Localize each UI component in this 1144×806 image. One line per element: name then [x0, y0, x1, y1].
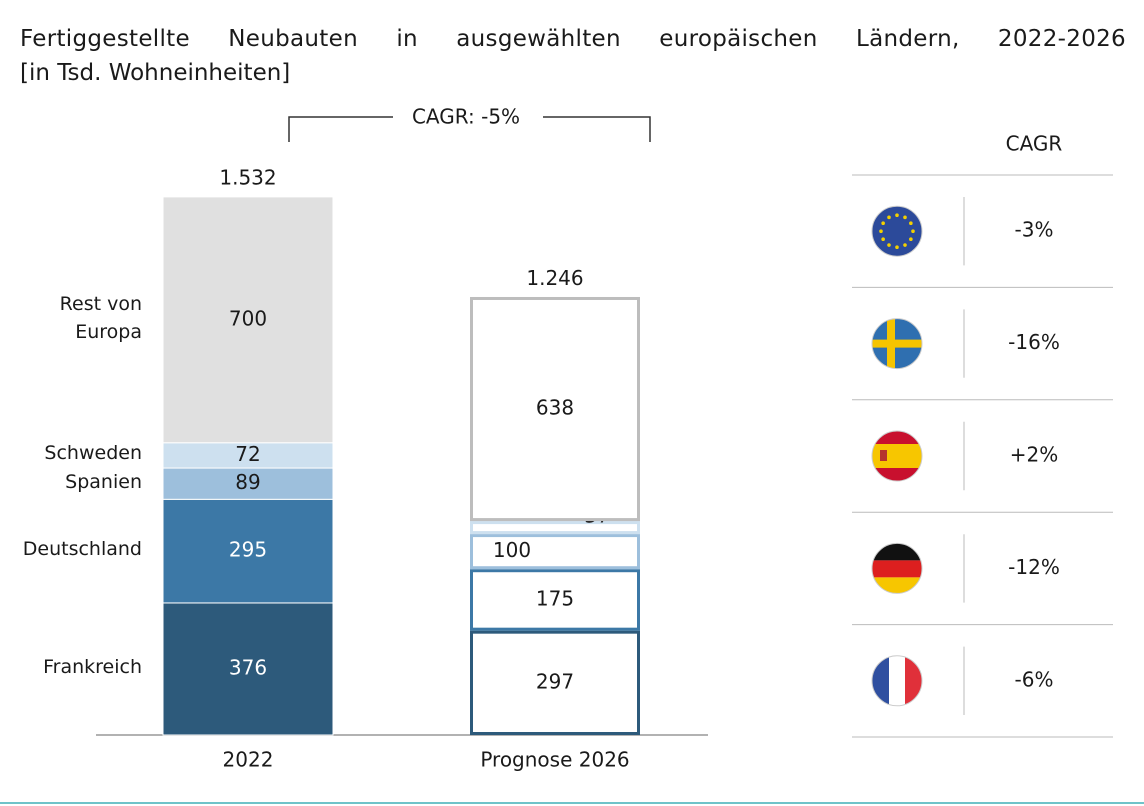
cagr-annotation: CAGR: -5%: [412, 105, 520, 129]
flag-part: [872, 577, 922, 594]
value-label: 72: [235, 442, 260, 466]
cagr-value: -6%: [1015, 667, 1054, 691]
flag-star: [903, 215, 907, 220]
cagr-value: -12%: [1008, 555, 1060, 579]
flag-border: [871, 655, 923, 707]
series-label: Schweden: [44, 442, 142, 465]
x-tick-label: 2022: [223, 748, 274, 772]
cagr-value: -16%: [1008, 330, 1060, 354]
series-label: Frankreich: [43, 655, 142, 678]
flag-part: [872, 655, 889, 706]
value-label: 175: [536, 586, 574, 610]
flag-part: [872, 560, 922, 578]
flag-star: [881, 221, 885, 225]
chart-title: Fertiggestellte Neubauten in ausgewählte…: [20, 26, 1126, 52]
flag-star: [911, 229, 915, 233]
flag: [871, 318, 923, 370]
flag-star: [903, 243, 907, 247]
flag-part: [872, 543, 922, 561]
chart-subtitle: [in Tsd. Wohneinheiten]: [20, 60, 291, 86]
cagr-bracket: [288, 116, 651, 142]
bar-segment: [162, 442, 334, 469]
flag-star: [909, 221, 913, 225]
flag-border: [871, 205, 923, 257]
flag-star: [887, 215, 891, 220]
cagr-value: -3%: [1015, 218, 1054, 242]
value-label: 376: [229, 655, 267, 679]
bar-segment: [162, 498, 334, 604]
series-label: Rest von Europa: [59, 292, 142, 343]
flag-border: [871, 318, 923, 370]
table-header: CAGR: [1006, 132, 1063, 156]
flag-part: [905, 655, 922, 706]
flag-part: [880, 450, 887, 461]
flag-star: [895, 245, 899, 249]
series-label: Deutschland: [22, 538, 142, 561]
bar-segment: [470, 630, 640, 736]
flag-border: [871, 430, 923, 482]
cagr-value: +2%: [1010, 443, 1059, 467]
total-label: 1.246: [526, 266, 583, 290]
flag-star: [879, 229, 883, 233]
flag-star: [909, 237, 913, 241]
flag-star: [881, 237, 885, 241]
bar-segment: [162, 602, 334, 736]
flag-part: [889, 655, 905, 706]
value-label: 700: [229, 306, 267, 330]
flag-clip: [872, 318, 922, 369]
flag-clip: [872, 655, 922, 706]
flag-clip: [872, 431, 922, 481]
flag-clip: [872, 206, 922, 257]
value-label: 100: [493, 538, 531, 562]
flag: [871, 205, 923, 257]
bar-segment: [470, 296, 640, 522]
value-label: 295: [229, 538, 267, 562]
flag: [871, 542, 923, 594]
bar-segment: [470, 569, 640, 631]
flag-part: [872, 444, 922, 468]
value-label: 297: [536, 669, 574, 693]
value-label: 638: [536, 396, 574, 420]
bar-segment: [162, 196, 334, 444]
bar-segment: [470, 521, 640, 535]
flag-part: [872, 339, 922, 348]
flag-part: [887, 318, 895, 369]
flag-star: [895, 213, 899, 217]
flag: [871, 655, 923, 707]
bar-segment: [470, 534, 640, 570]
flag-border: [871, 542, 923, 594]
flag: [871, 430, 923, 482]
flag-clip: [872, 543, 922, 594]
total-label: 1.532: [219, 165, 276, 189]
x-tick-label: Prognose 2026: [480, 748, 629, 772]
flag-star: [887, 243, 891, 247]
series-label: Spanien: [65, 470, 142, 493]
value-label: 89: [235, 470, 260, 494]
